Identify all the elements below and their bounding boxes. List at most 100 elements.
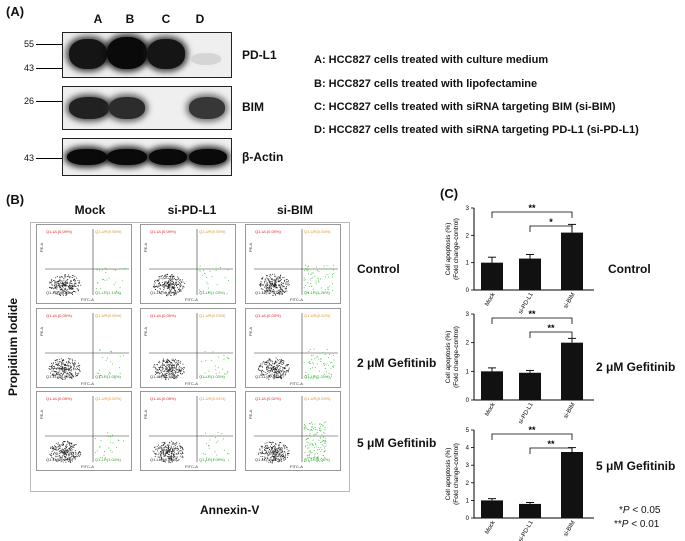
cell-event xyxy=(73,367,75,369)
cell-event xyxy=(60,285,62,287)
apoptotic-event xyxy=(312,443,314,445)
cell-event xyxy=(177,276,179,278)
apoptotic-event xyxy=(115,269,117,271)
cell-event xyxy=(62,291,64,293)
cell-event xyxy=(266,453,268,455)
cell-event xyxy=(74,458,76,460)
apoptotic-event xyxy=(202,269,204,271)
cell-event xyxy=(173,283,175,285)
cell-event xyxy=(77,280,79,282)
apoptotic-event xyxy=(307,438,309,440)
cell-event xyxy=(68,448,70,450)
cell-event xyxy=(172,453,174,455)
apoptotic-event xyxy=(215,270,217,272)
cell-event xyxy=(71,370,73,372)
cell-event xyxy=(76,453,78,455)
apoptotic-event xyxy=(310,273,312,275)
bar-row-label-2um: 2 μM Gefitinib xyxy=(596,360,676,374)
cell-event xyxy=(160,375,162,377)
y-axis-label: (Fold change-control) xyxy=(453,443,460,505)
cell-event xyxy=(76,455,78,457)
cell-event xyxy=(263,281,265,283)
cell-event xyxy=(59,450,61,452)
cell-event xyxy=(77,454,79,456)
cell-event xyxy=(62,281,64,283)
apoptotic-event xyxy=(317,456,319,458)
cell-event xyxy=(172,372,174,374)
apoptotic-event xyxy=(311,423,313,425)
significance-bracket xyxy=(529,225,573,232)
cell-event xyxy=(264,445,266,447)
apoptotic-event xyxy=(199,265,201,267)
cell-event xyxy=(282,277,284,279)
cell-event xyxy=(176,365,178,367)
cell-event xyxy=(278,280,280,282)
cell-event xyxy=(269,360,271,362)
apoptotic-event xyxy=(203,290,205,292)
cell-event xyxy=(274,361,276,363)
apoptotic-event xyxy=(330,373,332,375)
cell-event xyxy=(161,442,163,444)
apoptotic-event xyxy=(327,287,329,289)
cell-event xyxy=(165,368,167,370)
cell-event xyxy=(284,451,286,453)
cell-event xyxy=(281,362,283,364)
cell-event xyxy=(55,284,57,286)
apoptotic-event xyxy=(317,460,319,462)
apoptotic-event xyxy=(207,283,209,285)
cell-event xyxy=(70,284,72,286)
apoptotic-event xyxy=(306,438,308,440)
cell-event xyxy=(161,365,163,367)
cell-event xyxy=(55,285,57,287)
cell-event xyxy=(180,280,182,282)
y-tick-label: 0 xyxy=(466,288,470,294)
apoptotic-event xyxy=(225,373,227,375)
cell-event xyxy=(169,290,171,292)
apoptotic-event xyxy=(329,362,331,364)
cell-event xyxy=(162,362,164,364)
cell-event xyxy=(169,370,171,372)
cell-event xyxy=(179,365,181,367)
cell-event xyxy=(280,359,282,361)
bar-row-label-control: Control xyxy=(608,262,651,276)
apoptotic-event xyxy=(313,348,315,350)
cell-event xyxy=(263,447,265,449)
cell-event xyxy=(171,274,173,276)
apoptotic-event xyxy=(119,372,121,374)
cell-event xyxy=(163,460,165,462)
cell-event xyxy=(58,376,60,378)
cell-event xyxy=(67,291,69,293)
cell-event xyxy=(264,457,266,459)
cell-event xyxy=(161,370,163,372)
cell-event xyxy=(180,447,182,449)
panel-a-label: (A) xyxy=(6,4,25,19)
cell-event xyxy=(275,454,277,456)
apoptotic-event xyxy=(319,278,321,280)
cell-event xyxy=(174,290,176,292)
quadrant-label: Q1-LR(4.06%) xyxy=(304,457,330,462)
cell-event xyxy=(69,281,71,283)
apoptotic-event xyxy=(309,279,311,281)
apoptotic-event xyxy=(311,430,313,432)
cell-event xyxy=(258,365,260,367)
cell-event xyxy=(61,280,63,282)
apoptotic-event xyxy=(112,434,114,436)
cell-event xyxy=(171,368,173,370)
cell-event xyxy=(56,288,58,290)
cell-event xyxy=(55,293,57,295)
cell-event xyxy=(64,281,66,283)
cell-event xyxy=(54,280,56,282)
apoptotic-event xyxy=(96,268,98,270)
cell-event xyxy=(264,450,266,452)
apoptotic-event xyxy=(308,457,310,459)
cell-event xyxy=(164,274,166,276)
cell-event xyxy=(57,453,59,455)
cell-event xyxy=(77,374,79,376)
cell-event xyxy=(274,292,276,294)
cell-event xyxy=(284,290,286,292)
cell-event xyxy=(158,276,160,278)
cell-event xyxy=(73,456,75,458)
cell-event xyxy=(64,291,66,293)
cell-event xyxy=(275,281,277,283)
